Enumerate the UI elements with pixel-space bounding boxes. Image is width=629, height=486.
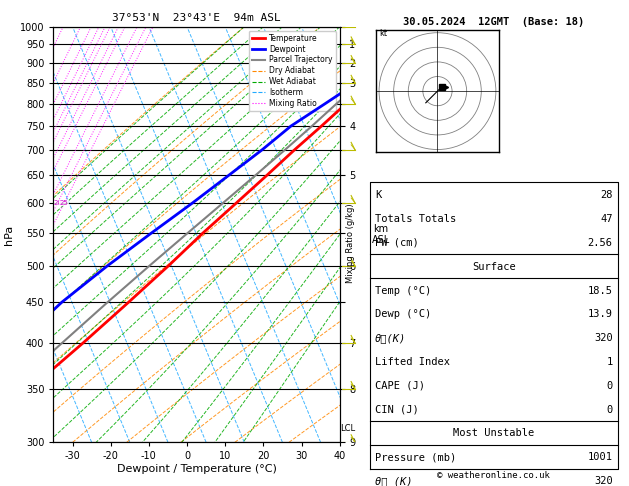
Text: Surface: Surface: [472, 262, 516, 272]
Text: 320: 320: [594, 476, 613, 486]
Text: θᴇ (K): θᴇ (K): [375, 476, 413, 486]
Text: 1001: 1001: [587, 452, 613, 462]
Text: 20: 20: [53, 200, 62, 206]
Text: K: K: [375, 191, 381, 200]
Y-axis label: km
ASL: km ASL: [372, 224, 390, 245]
Text: 0: 0: [606, 405, 613, 415]
Text: Totals Totals: Totals Totals: [375, 214, 456, 224]
Text: 28: 28: [600, 191, 613, 200]
Text: 320: 320: [594, 333, 613, 343]
Text: 1: 1: [606, 357, 613, 367]
Text: θᴇ(K): θᴇ(K): [375, 333, 406, 343]
Text: Lifted Index: Lifted Index: [375, 357, 450, 367]
Text: 2.56: 2.56: [587, 238, 613, 248]
X-axis label: Dewpoint / Temperature (°C): Dewpoint / Temperature (°C): [116, 464, 277, 474]
Text: kt: kt: [379, 29, 387, 37]
Text: 25: 25: [60, 200, 69, 206]
Title: 37°53'N  23°43'E  94m ASL: 37°53'N 23°43'E 94m ASL: [112, 13, 281, 23]
Text: CAPE (J): CAPE (J): [375, 381, 425, 391]
Text: CIN (J): CIN (J): [375, 405, 419, 415]
Text: 18.5: 18.5: [587, 286, 613, 295]
Text: 13.9: 13.9: [587, 310, 613, 319]
Text: Temp (°C): Temp (°C): [375, 286, 431, 295]
Text: LCL: LCL: [340, 424, 355, 433]
Text: © weatheronline.co.uk: © weatheronline.co.uk: [437, 471, 550, 480]
Text: 30.05.2024  12GMT  (Base: 18): 30.05.2024 12GMT (Base: 18): [403, 17, 584, 27]
Legend: Temperature, Dewpoint, Parcel Trajectory, Dry Adiabat, Wet Adiabat, Isotherm, Mi: Temperature, Dewpoint, Parcel Trajectory…: [248, 31, 336, 111]
Text: Mixing Ratio (g/kg): Mixing Ratio (g/kg): [347, 203, 355, 283]
Text: Most Unstable: Most Unstable: [453, 429, 535, 438]
Y-axis label: hPa: hPa: [4, 225, 14, 244]
Text: 0: 0: [606, 381, 613, 391]
Text: PW (cm): PW (cm): [375, 238, 419, 248]
Text: Dewp (°C): Dewp (°C): [375, 310, 431, 319]
Text: Pressure (mb): Pressure (mb): [375, 452, 456, 462]
Text: 47: 47: [600, 214, 613, 224]
